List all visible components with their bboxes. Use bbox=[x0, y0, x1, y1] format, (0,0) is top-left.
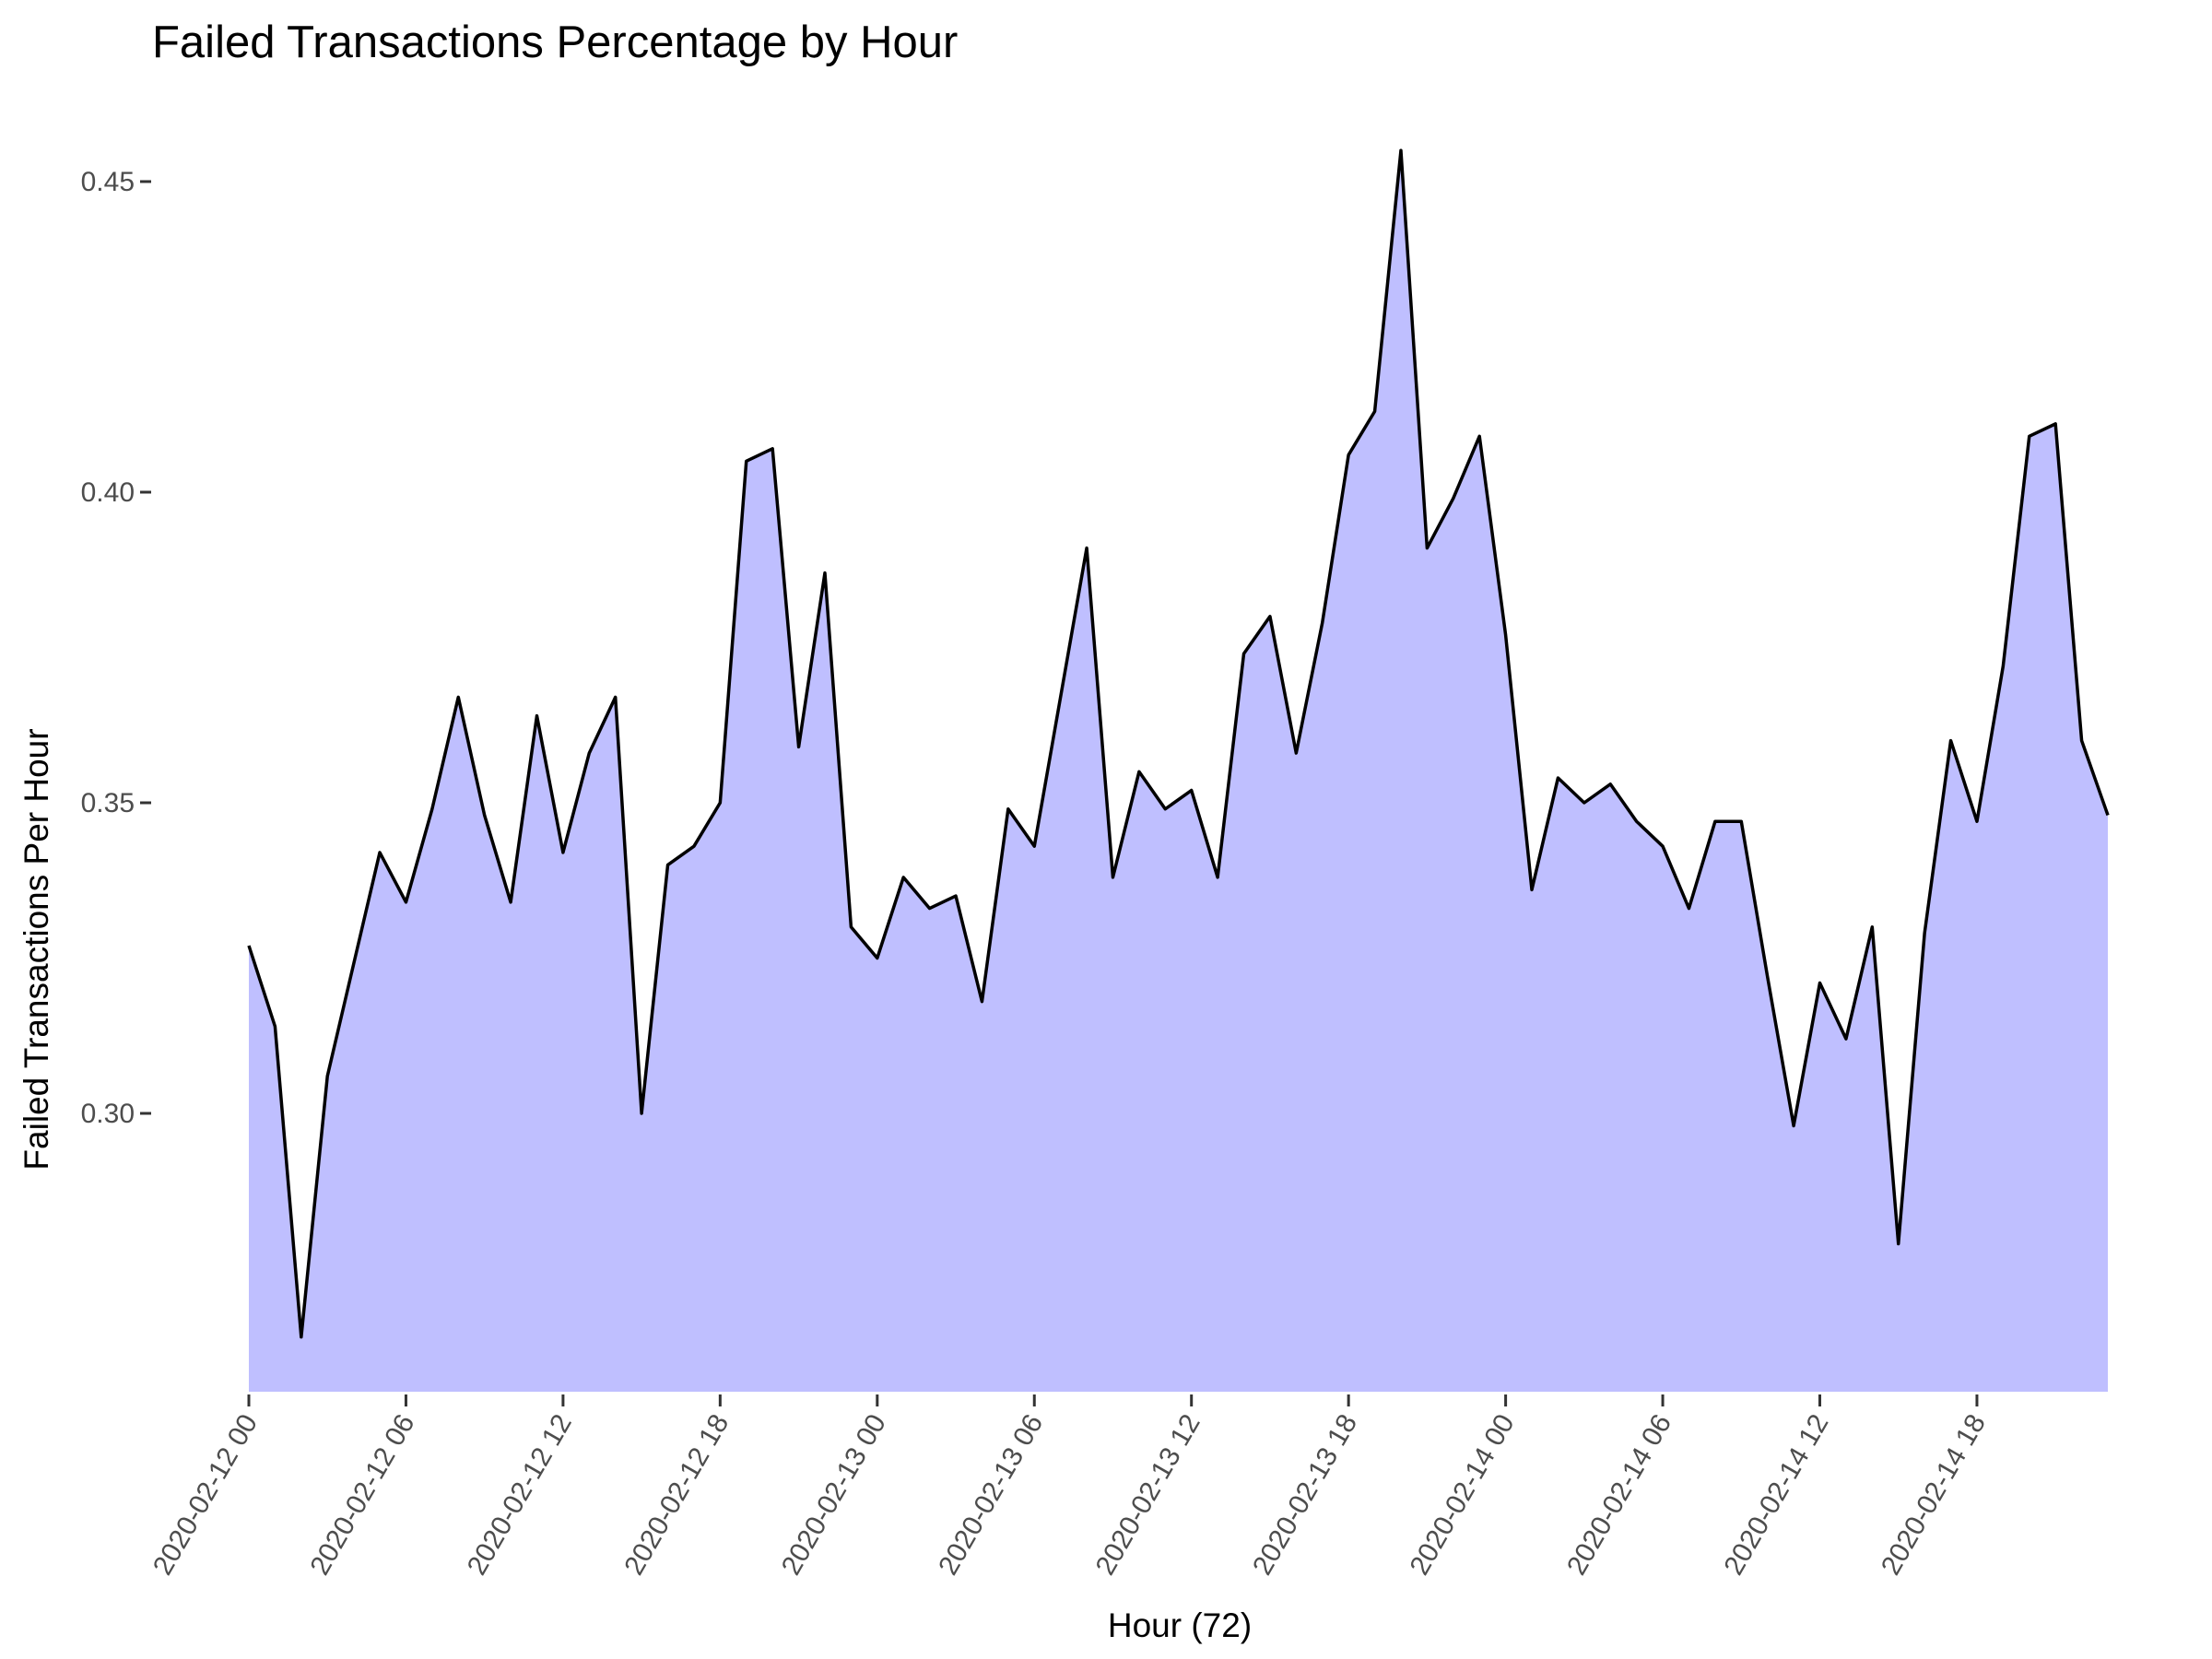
data-point bbox=[1606, 781, 1614, 788]
data-point bbox=[1005, 806, 1012, 813]
data-point bbox=[847, 924, 854, 931]
x-tick-label: 2020-02-14 18 bbox=[1876, 1409, 1992, 1581]
series-line bbox=[247, 148, 2110, 1339]
data-point bbox=[612, 693, 619, 700]
data-point bbox=[1109, 874, 1116, 881]
data-point bbox=[1292, 749, 1300, 757]
data-point bbox=[1371, 407, 1379, 415]
data-point bbox=[1161, 806, 1169, 813]
x-tick-label: 2020-02-14 00 bbox=[1405, 1409, 1521, 1581]
data-point bbox=[1188, 787, 1195, 794]
data-point bbox=[926, 905, 934, 912]
data-point bbox=[1266, 613, 1274, 620]
data-point bbox=[716, 799, 724, 806]
y-axis: 0.30 0.35 0.40 0.45 bbox=[81, 167, 151, 1129]
data-point bbox=[350, 960, 358, 968]
data-point bbox=[769, 445, 776, 453]
x-tick-label: 2020-02-14 06 bbox=[1561, 1409, 1677, 1581]
data-point bbox=[376, 849, 383, 856]
data-point bbox=[1083, 545, 1090, 552]
plot-area bbox=[247, 148, 2110, 1392]
data-point bbox=[2052, 420, 2059, 428]
data-point bbox=[1476, 432, 1483, 440]
data-point bbox=[481, 811, 488, 818]
data-point bbox=[1502, 631, 1510, 639]
data-point bbox=[1581, 799, 1588, 806]
data-point bbox=[1790, 1122, 1797, 1129]
data-point bbox=[1057, 693, 1065, 700]
x-axis: 2020-02-12 00 2020-02-12 06 2020-02-12 12 2… bbox=[147, 1394, 1992, 1581]
x-tick-label: 2020-02-13 12 bbox=[1090, 1409, 1206, 1581]
data-point bbox=[665, 861, 672, 868]
data-point bbox=[2078, 737, 2086, 745]
y-tick-label: 0.30 bbox=[81, 1099, 135, 1129]
data-point bbox=[271, 1023, 278, 1030]
data-point bbox=[1554, 774, 1561, 782]
data-point bbox=[1135, 768, 1143, 775]
x-tick-label: 2020-02-14 12 bbox=[1718, 1409, 1834, 1581]
data-point bbox=[1764, 973, 1771, 981]
area-fill bbox=[249, 150, 2108, 1392]
x-tick-label: 2020-02-13 00 bbox=[776, 1409, 892, 1581]
y-tick-label: 0.35 bbox=[81, 788, 135, 818]
data-point bbox=[1737, 818, 1745, 825]
data-point bbox=[454, 693, 462, 700]
data-point bbox=[795, 743, 803, 750]
data-point bbox=[1633, 818, 1641, 825]
data-point bbox=[2104, 811, 2112, 818]
data-point bbox=[952, 892, 959, 900]
data-point bbox=[324, 1073, 331, 1080]
data-point bbox=[402, 899, 409, 906]
x-tick-label: 2020-02-12 12 bbox=[462, 1409, 578, 1581]
data-point bbox=[821, 570, 829, 577]
data-point bbox=[1659, 842, 1666, 850]
data-point bbox=[978, 998, 985, 1006]
data-point bbox=[1999, 663, 2006, 670]
data-point bbox=[1214, 874, 1221, 881]
data-point bbox=[874, 955, 881, 962]
data-point bbox=[1712, 818, 1719, 825]
data-point bbox=[1423, 545, 1430, 552]
data-point bbox=[245, 942, 253, 949]
x-tick-label: 2020-02-13 06 bbox=[933, 1409, 1049, 1581]
data-point bbox=[585, 749, 593, 757]
data-point bbox=[298, 1334, 305, 1341]
data-point bbox=[1817, 979, 1824, 986]
data-point bbox=[1685, 905, 1692, 912]
x-tick-label: 2020-02-13 18 bbox=[1247, 1409, 1363, 1581]
y-tick-label: 0.45 bbox=[81, 167, 135, 197]
chart-title: Failed Transactions Percentage by Hour bbox=[152, 18, 958, 67]
data-point bbox=[1528, 886, 1535, 893]
x-tick-label: 2020-02-12 18 bbox=[618, 1409, 735, 1581]
data-point bbox=[559, 849, 567, 856]
data-point bbox=[1450, 495, 1457, 502]
y-tick-label: 0.40 bbox=[81, 477, 135, 508]
data-point bbox=[1030, 842, 1038, 850]
data-point bbox=[1947, 737, 1955, 745]
data-point bbox=[1921, 930, 1928, 937]
data-point bbox=[1397, 147, 1405, 154]
data-point bbox=[1973, 818, 1981, 825]
data-point bbox=[1842, 1035, 1850, 1042]
x-axis-title: Hour (72) bbox=[1108, 1606, 1252, 1644]
data-point bbox=[1241, 650, 1248, 657]
data-point bbox=[1345, 452, 1352, 459]
data-point bbox=[533, 712, 540, 720]
data-point bbox=[638, 1110, 645, 1117]
data-point bbox=[900, 874, 907, 881]
data-point bbox=[1319, 619, 1326, 627]
data-point bbox=[743, 457, 750, 465]
x-tick-label: 2020-02-12 00 bbox=[147, 1409, 264, 1581]
data-point bbox=[1868, 924, 1876, 931]
data-point bbox=[2026, 432, 2033, 440]
y-axis-title: Failed Transactions Per Hour bbox=[18, 728, 55, 1170]
data-point bbox=[690, 842, 698, 850]
data-point bbox=[1895, 1241, 1902, 1248]
data-point bbox=[429, 806, 436, 813]
data-point bbox=[507, 899, 514, 906]
x-tick-label: 2020-02-12 06 bbox=[304, 1409, 420, 1581]
